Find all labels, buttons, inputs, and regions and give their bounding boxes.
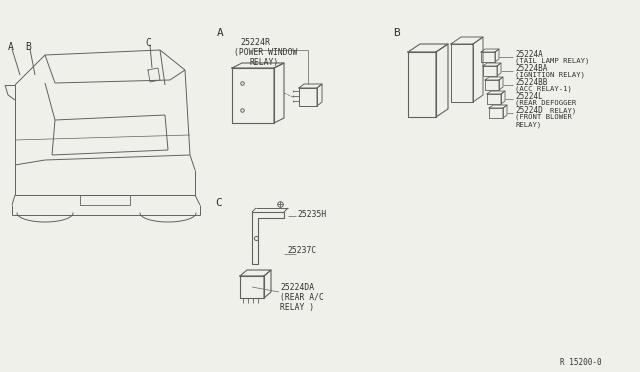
Text: (ACC RELAY-1): (ACC RELAY-1) (515, 86, 572, 93)
Text: (TAIL LAMP RELAY): (TAIL LAMP RELAY) (515, 58, 589, 64)
Text: C: C (215, 198, 221, 208)
Text: (IGNITION RELAY): (IGNITION RELAY) (515, 72, 585, 78)
Text: B: B (393, 28, 400, 38)
Text: 25224A: 25224A (515, 50, 543, 59)
Text: A: A (8, 42, 14, 52)
Text: 25224BA: 25224BA (515, 64, 547, 73)
Text: 25224DA: 25224DA (280, 283, 314, 292)
Text: (POWER WINDOW: (POWER WINDOW (234, 48, 298, 57)
Text: 25224BB: 25224BB (515, 78, 547, 87)
Text: A: A (217, 28, 224, 38)
Text: RELAY): RELAY) (250, 58, 279, 67)
Text: 25224L: 25224L (515, 92, 543, 101)
Text: 25224R: 25224R (240, 38, 270, 47)
Text: (REAR DEFOGGER: (REAR DEFOGGER (515, 100, 576, 106)
Text: C: C (145, 38, 151, 48)
Text: (REAR A/C: (REAR A/C (280, 293, 324, 302)
Text: 25237C: 25237C (287, 246, 316, 255)
Text: (FRONT BLOWER: (FRONT BLOWER (515, 114, 572, 121)
Text: RELAY ): RELAY ) (280, 303, 314, 312)
Text: 25224D: 25224D (515, 106, 543, 115)
Text: 25235H: 25235H (297, 210, 326, 219)
Text: B: B (25, 42, 31, 52)
Text: RELAY): RELAY) (515, 121, 541, 128)
Text: RELAY): RELAY) (515, 107, 576, 113)
Text: R 15200-0: R 15200-0 (560, 358, 602, 367)
